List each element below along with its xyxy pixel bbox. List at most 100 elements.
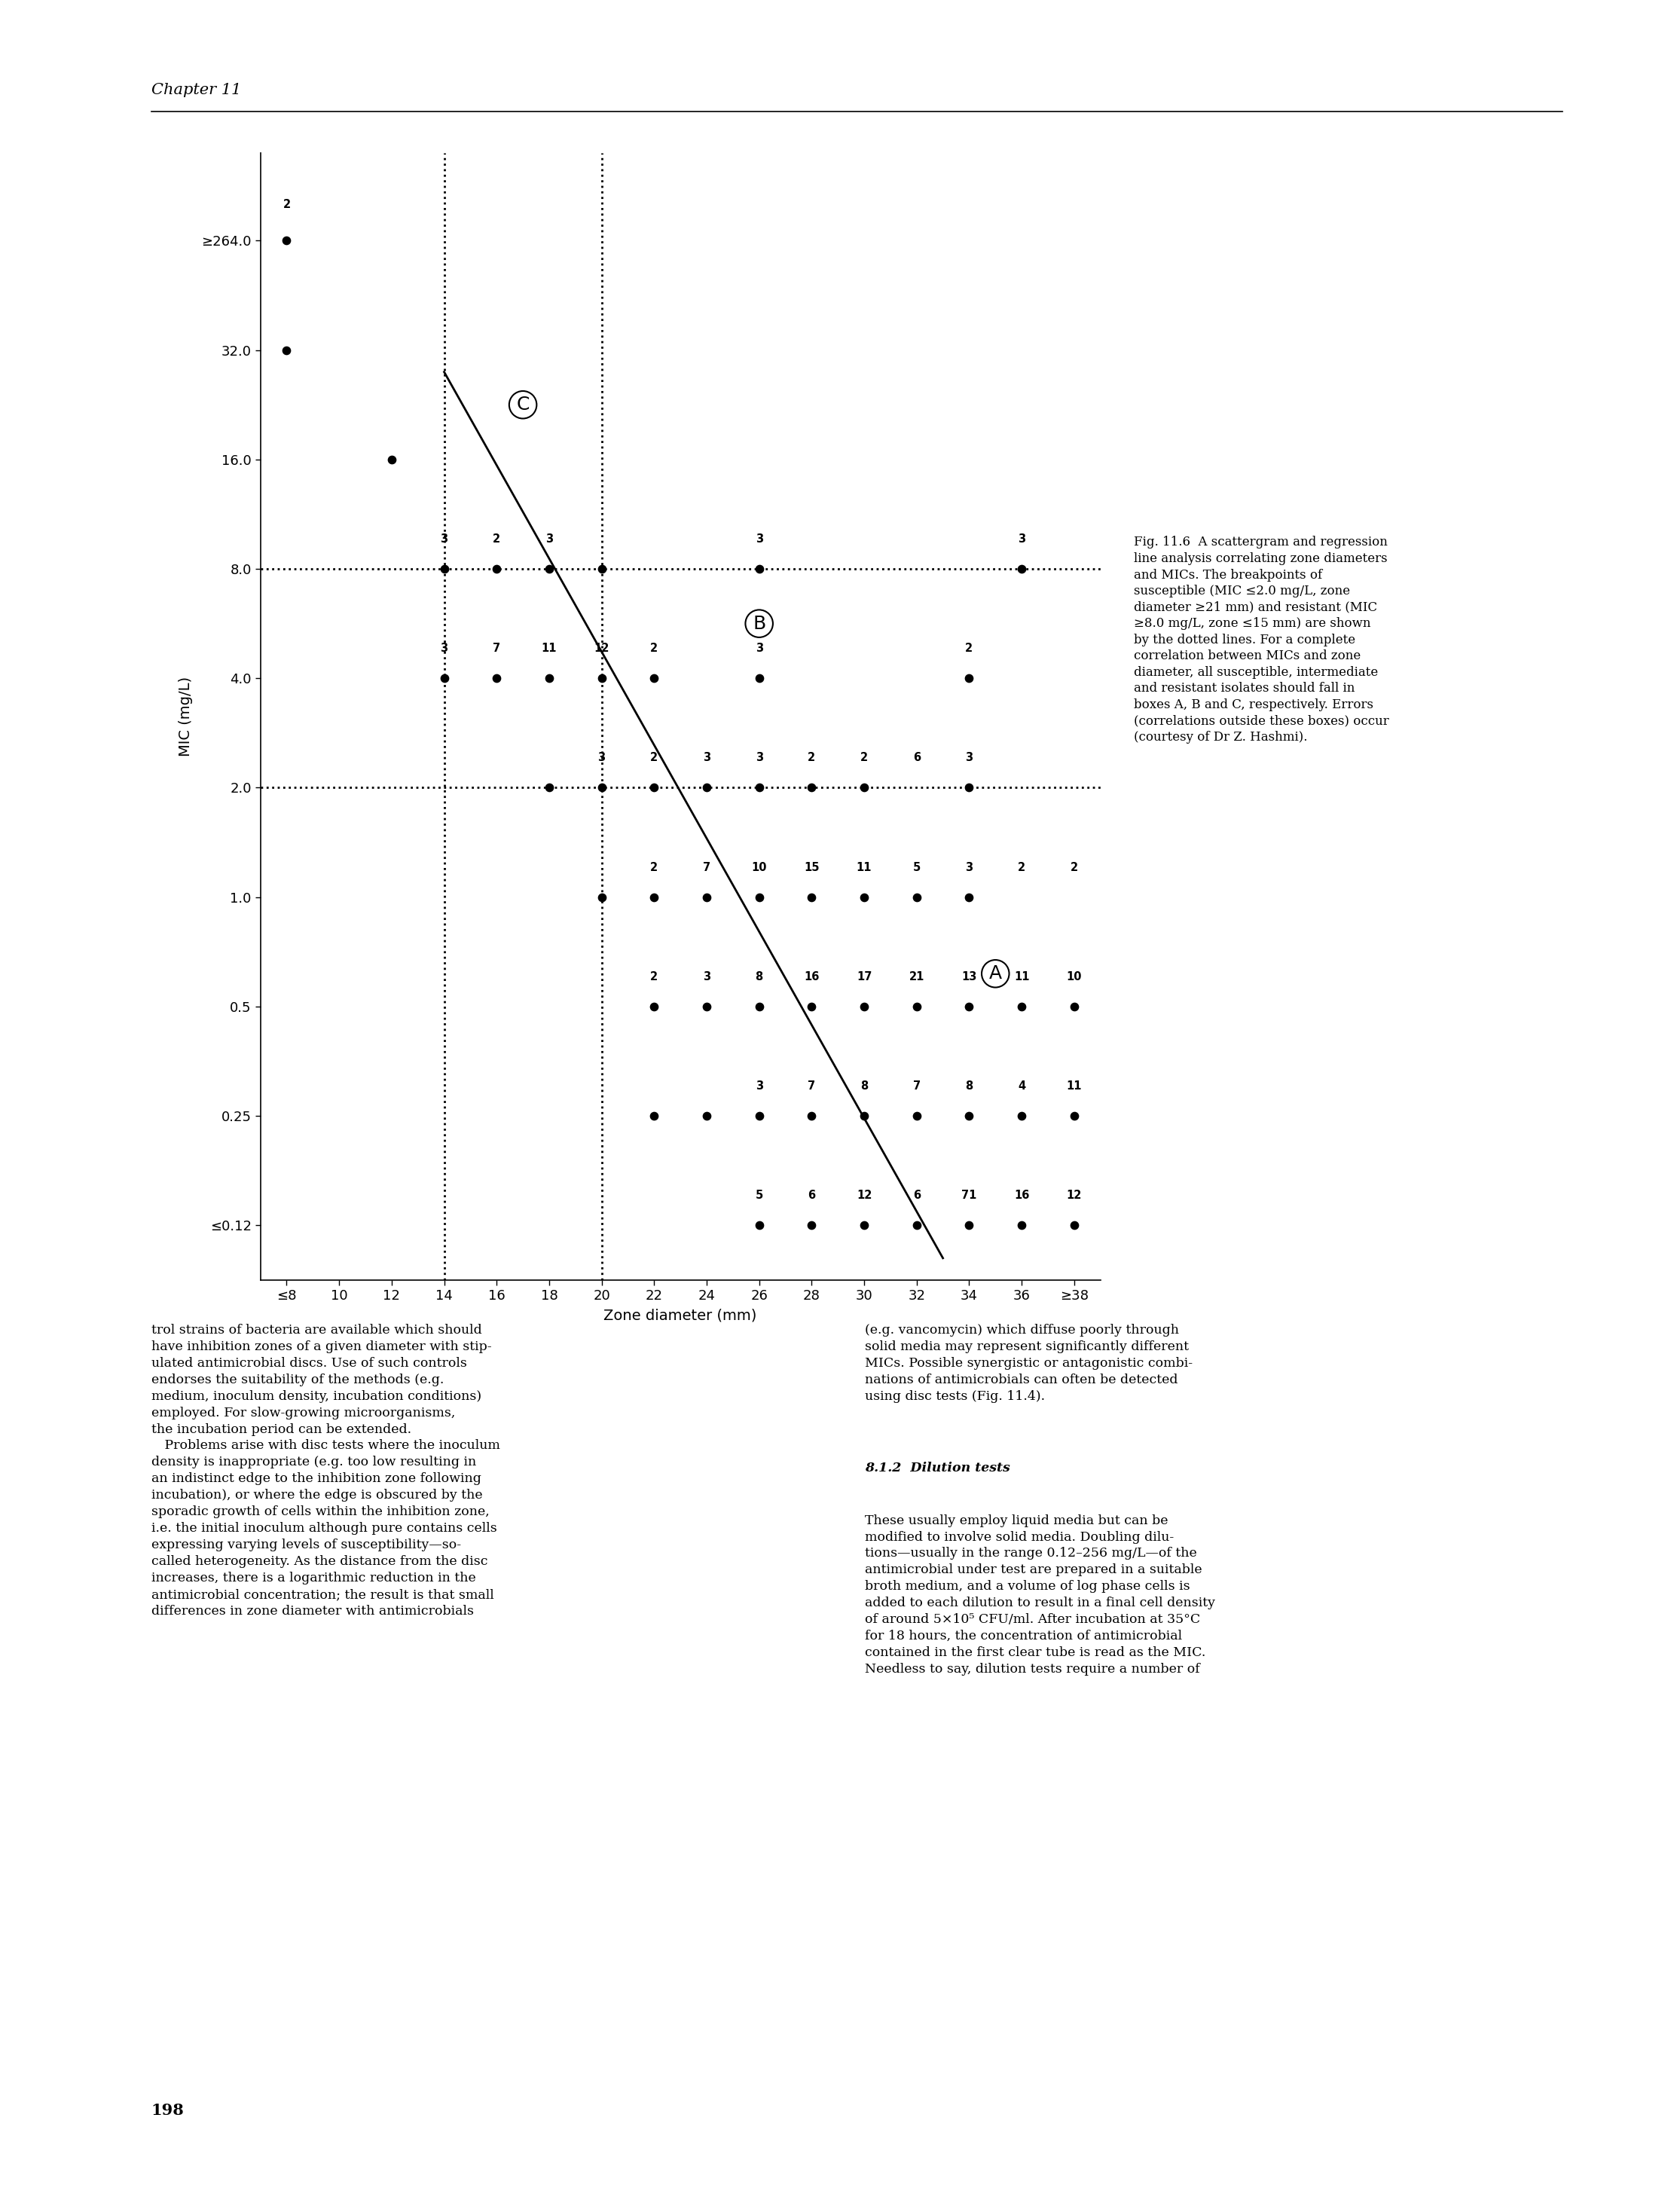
Text: 7: 7 bbox=[492, 643, 501, 654]
Text: 6: 6 bbox=[912, 1190, 921, 1201]
Text: 3: 3 bbox=[546, 534, 553, 545]
Text: 3: 3 bbox=[966, 753, 973, 764]
Text: A: A bbox=[990, 965, 1001, 982]
Text: 2: 2 bbox=[1070, 862, 1079, 873]
Point bbox=[536, 770, 563, 805]
Text: 3: 3 bbox=[756, 534, 763, 545]
Point bbox=[904, 880, 931, 915]
Point bbox=[746, 1098, 773, 1133]
Text: 17: 17 bbox=[857, 971, 872, 982]
Point bbox=[850, 770, 877, 805]
Text: 3: 3 bbox=[966, 862, 973, 873]
Text: 198: 198 bbox=[151, 2103, 185, 2118]
Text: 12: 12 bbox=[857, 1190, 872, 1201]
Text: 71: 71 bbox=[961, 1190, 976, 1201]
Point bbox=[640, 989, 667, 1024]
Text: 10: 10 bbox=[1067, 971, 1082, 982]
Point bbox=[588, 880, 615, 915]
Point bbox=[746, 989, 773, 1024]
Text: 8: 8 bbox=[860, 1081, 869, 1092]
Point bbox=[588, 770, 615, 805]
Text: 16: 16 bbox=[805, 971, 820, 982]
Text: 21: 21 bbox=[909, 971, 924, 982]
Point bbox=[640, 661, 667, 696]
Point bbox=[588, 551, 615, 586]
Text: 3: 3 bbox=[440, 643, 449, 654]
Point bbox=[850, 1208, 877, 1243]
Point bbox=[904, 1098, 931, 1133]
Text: 5: 5 bbox=[756, 1190, 763, 1201]
Text: 3: 3 bbox=[1018, 534, 1025, 545]
Point bbox=[430, 661, 457, 696]
Text: 2: 2 bbox=[650, 862, 659, 873]
Text: 16: 16 bbox=[1015, 1190, 1030, 1201]
Text: 7: 7 bbox=[702, 862, 711, 873]
Point bbox=[956, 989, 983, 1024]
Point bbox=[956, 1098, 983, 1133]
Text: 3: 3 bbox=[702, 971, 711, 982]
Text: 3: 3 bbox=[756, 753, 763, 764]
Point bbox=[640, 880, 667, 915]
X-axis label: Zone diameter (mm): Zone diameter (mm) bbox=[603, 1308, 758, 1324]
Text: 2: 2 bbox=[282, 199, 291, 210]
Text: 2: 2 bbox=[860, 753, 869, 764]
Text: 7: 7 bbox=[808, 1081, 815, 1092]
Text: 8: 8 bbox=[756, 971, 763, 982]
Text: 3: 3 bbox=[598, 753, 605, 764]
Text: 3: 3 bbox=[440, 534, 449, 545]
Text: 11: 11 bbox=[1015, 971, 1030, 982]
Text: 8: 8 bbox=[966, 1081, 973, 1092]
Point bbox=[1008, 1208, 1035, 1243]
Text: 15: 15 bbox=[805, 862, 820, 873]
Point bbox=[1060, 989, 1087, 1024]
Text: 2: 2 bbox=[650, 971, 659, 982]
Text: (e.g. vancomycin) which diffuse poorly through
solid media may represent signifi: (e.g. vancomycin) which diffuse poorly t… bbox=[865, 1324, 1193, 1403]
Text: 2: 2 bbox=[650, 643, 659, 654]
Text: 5: 5 bbox=[912, 862, 921, 873]
Text: 2: 2 bbox=[966, 643, 973, 654]
Point bbox=[798, 880, 825, 915]
Text: C: C bbox=[516, 396, 529, 414]
Y-axis label: MIC (mg/L): MIC (mg/L) bbox=[178, 676, 193, 757]
Point bbox=[850, 1098, 877, 1133]
Text: 2: 2 bbox=[1018, 862, 1025, 873]
Point bbox=[640, 770, 667, 805]
Point bbox=[850, 989, 877, 1024]
Point bbox=[746, 770, 773, 805]
Point bbox=[694, 989, 721, 1024]
Point bbox=[640, 1098, 667, 1133]
Point bbox=[536, 551, 563, 586]
Point bbox=[798, 770, 825, 805]
Text: Chapter 11: Chapter 11 bbox=[151, 83, 240, 98]
Text: 13: 13 bbox=[961, 971, 976, 982]
Text: 12: 12 bbox=[1067, 1190, 1082, 1201]
Text: 2: 2 bbox=[650, 753, 659, 764]
Text: 11: 11 bbox=[857, 862, 872, 873]
Point bbox=[798, 989, 825, 1024]
Point bbox=[746, 1208, 773, 1243]
Point bbox=[904, 989, 931, 1024]
Point bbox=[274, 333, 301, 368]
Point bbox=[588, 661, 615, 696]
Text: 11: 11 bbox=[541, 643, 556, 654]
Text: 2: 2 bbox=[808, 753, 815, 764]
Text: 6: 6 bbox=[808, 1190, 815, 1201]
Text: 3: 3 bbox=[756, 1081, 763, 1092]
Point bbox=[694, 770, 721, 805]
Point bbox=[430, 551, 457, 586]
Text: trol strains of bacteria are available which should
have inhibition zones of a g: trol strains of bacteria are available w… bbox=[151, 1324, 501, 1617]
Point bbox=[798, 1098, 825, 1133]
Point bbox=[536, 661, 563, 696]
Text: 8.1.2  Dilution tests: 8.1.2 Dilution tests bbox=[865, 1462, 1010, 1475]
Point bbox=[484, 661, 511, 696]
Text: 3: 3 bbox=[756, 643, 763, 654]
Point bbox=[378, 442, 405, 477]
Point bbox=[746, 551, 773, 586]
Point bbox=[956, 770, 983, 805]
Text: 3: 3 bbox=[702, 753, 711, 764]
Point bbox=[1060, 1208, 1087, 1243]
Text: B: B bbox=[753, 615, 766, 632]
Point bbox=[694, 880, 721, 915]
Point bbox=[694, 1098, 721, 1133]
Text: Fig. 11.6  A scattergram and regression
line analysis correlating zone diameters: Fig. 11.6 A scattergram and regression l… bbox=[1134, 536, 1389, 744]
